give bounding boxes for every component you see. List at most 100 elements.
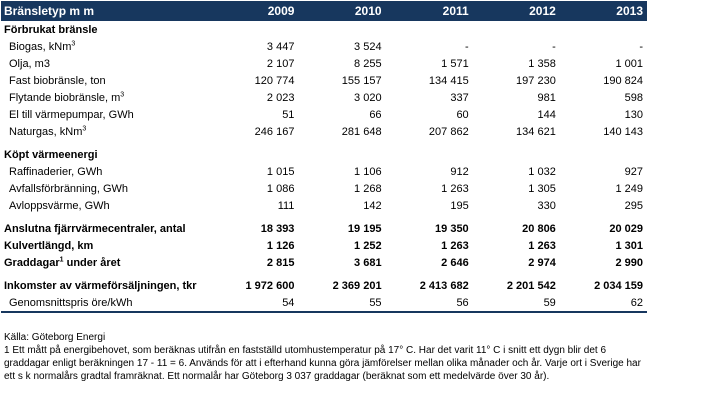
table-row: Raffinaderier, GWh 1 015 1 106 912 1 032… xyxy=(1,163,647,180)
cell-value: 1 249 xyxy=(615,182,643,195)
cell-value: 59 xyxy=(472,294,560,313)
cell-value: 2 974 xyxy=(528,256,556,269)
header-year: 2010 xyxy=(298,1,386,21)
cell-value: 142 xyxy=(363,199,382,212)
header-year: 2013 xyxy=(559,1,647,21)
cell-value: 3 681 xyxy=(354,256,382,269)
cell-value: 66 xyxy=(369,108,382,121)
section-title: Köpt värmeenergi xyxy=(4,148,98,161)
section-title: Förbrukat bränsle xyxy=(4,23,98,36)
cell-value: 1 263 xyxy=(528,239,556,252)
cell-value: 1 263 xyxy=(441,239,469,252)
cell-value: 2 034 159 xyxy=(594,279,643,292)
table-row: Olja, m3 2 107 8 255 1 571 1 358 1 001 xyxy=(1,55,647,72)
cell-value: 62 xyxy=(559,294,647,313)
row-label: Anslutna fjärrvärmecentraler, antal xyxy=(4,222,186,235)
cell-value: 111 xyxy=(277,199,295,212)
cell-value: 155 157 xyxy=(341,74,382,87)
cell-value: 330 xyxy=(537,199,556,212)
cell-value: 3 447 xyxy=(266,40,295,53)
row-label: Olja, m3 xyxy=(9,57,50,70)
cell-value: 19 350 xyxy=(435,222,469,235)
cell-value: - xyxy=(552,40,556,53)
cell-value: 1 001 xyxy=(615,57,643,70)
table-row: Graddagar1 under året 2 815 3 681 2 646 … xyxy=(1,254,647,271)
cell-value: 1 305 xyxy=(528,182,556,195)
table-row: Flytande biobränsle, m3 2 023 3 020 337 … xyxy=(1,89,647,106)
cell-value: 2 369 201 xyxy=(332,279,382,292)
cell-value: 8 255 xyxy=(354,57,382,70)
cell-value: 134 415 xyxy=(428,74,469,87)
row-label: El till värmepumpar, GWh xyxy=(9,108,134,121)
cell-value: 1 015 xyxy=(266,165,295,178)
cell-value: 130 xyxy=(624,108,643,121)
cell-value: 1 263 xyxy=(441,182,469,195)
cell-value: 2 646 xyxy=(441,256,469,269)
row-label: Fast biobränsle, ton xyxy=(9,74,106,87)
cell-value: 20 806 xyxy=(522,222,556,235)
cell-value: 1 106 xyxy=(354,165,382,178)
row-label: Avloppsvärme, GWh xyxy=(9,199,110,212)
cell-value: 195 xyxy=(450,199,469,212)
section-heading-heat: Köpt värmeenergi xyxy=(1,146,647,163)
row-label: Flytande biobränsle, m3 xyxy=(9,90,125,104)
row-label: Inkomster av värmeförsäljningen, tkr xyxy=(4,279,197,292)
cell-value: 598 xyxy=(624,91,643,104)
cell-value: 1 268 xyxy=(354,182,382,195)
row-label: Graddagar1 under året xyxy=(4,255,121,269)
cell-value: - xyxy=(639,40,643,53)
cell-value: 1 086 xyxy=(266,182,295,195)
cell-value: 190 824 xyxy=(603,74,643,87)
table-row: El till värmepumpar, GWh 51 66 60 144 13… xyxy=(1,106,647,123)
cell-value: 140 143 xyxy=(603,125,643,138)
cell-value: 337 xyxy=(450,91,469,104)
cell-value: 1 571 xyxy=(441,57,469,70)
cell-value: 2 107 xyxy=(266,57,295,70)
cell-value: 1 301 xyxy=(615,239,643,252)
cell-value: 55 xyxy=(298,294,386,313)
source-note: Källa: Göteborg Energi xyxy=(4,332,106,343)
cell-value: 981 xyxy=(537,91,556,104)
table-row: Inkomster av värmeförsäljningen, tkr 1 9… xyxy=(1,277,647,294)
table-row: Anslutna fjärrvärmecentraler, antal 18 3… xyxy=(1,220,647,237)
row-label: Kulvertlängd, km xyxy=(4,239,94,252)
cell-value: 1 358 xyxy=(528,57,556,70)
table-row: Avloppsvärme, GWh 111 142 195 330 295 xyxy=(1,197,647,214)
cell-value: 2 201 542 xyxy=(506,279,556,292)
table-notes: Källa: Göteborg Energi 1 Ett mått på ene… xyxy=(4,331,644,383)
cell-value: 19 195 xyxy=(347,222,382,235)
cell-value: 2 413 682 xyxy=(419,279,469,292)
header-label: Bränsletyp m m xyxy=(1,1,212,21)
cell-value: 18 393 xyxy=(260,222,295,235)
header-year: 2009 xyxy=(211,1,299,21)
superscript: 3 xyxy=(82,124,87,132)
cell-value: 60 xyxy=(456,108,469,121)
table-row: Biogas, kNm3 3 447 3 524 - - - xyxy=(1,38,647,55)
cell-value: 2 023 xyxy=(266,91,295,104)
cell-value: 20 029 xyxy=(609,222,643,235)
cell-value: 295 xyxy=(624,199,643,212)
cell-value: 134 621 xyxy=(516,125,556,138)
row-label: Avfallsförbränning, GWh xyxy=(9,182,129,195)
cell-value: 3 524 xyxy=(354,40,382,53)
table-row: Avfallsförbränning, GWh 1 086 1 268 1 26… xyxy=(1,180,647,197)
section-heading-fuel: Förbrukat bränsle xyxy=(1,21,647,38)
table-row: Fast biobränsle, ton 120 774 155 157 134… xyxy=(1,72,647,89)
cell-value: 1 972 600 xyxy=(245,279,295,292)
row-label: Genomsnittspris öre/kWh xyxy=(1,294,212,313)
cell-value: 2 990 xyxy=(615,256,643,269)
superscript: 3 xyxy=(71,39,76,47)
cell-value: 51 xyxy=(282,108,295,121)
header-year: 2012 xyxy=(472,1,560,21)
cell-value: - xyxy=(465,40,469,53)
table-header-row: Bränsletyp m m 2009 2010 2011 2012 2013 xyxy=(1,1,647,21)
cell-value: 1 252 xyxy=(354,239,382,252)
cell-value: 54 xyxy=(211,294,299,313)
cell-value: 144 xyxy=(537,108,556,121)
superscript: 1 xyxy=(59,255,64,263)
table-row: Genomsnittspris öre/kWh 54 55 56 59 62 xyxy=(1,294,647,313)
cell-value: 3 020 xyxy=(354,91,382,104)
cell-value: 120 774 xyxy=(254,74,295,87)
cell-value: 2 815 xyxy=(266,256,295,269)
